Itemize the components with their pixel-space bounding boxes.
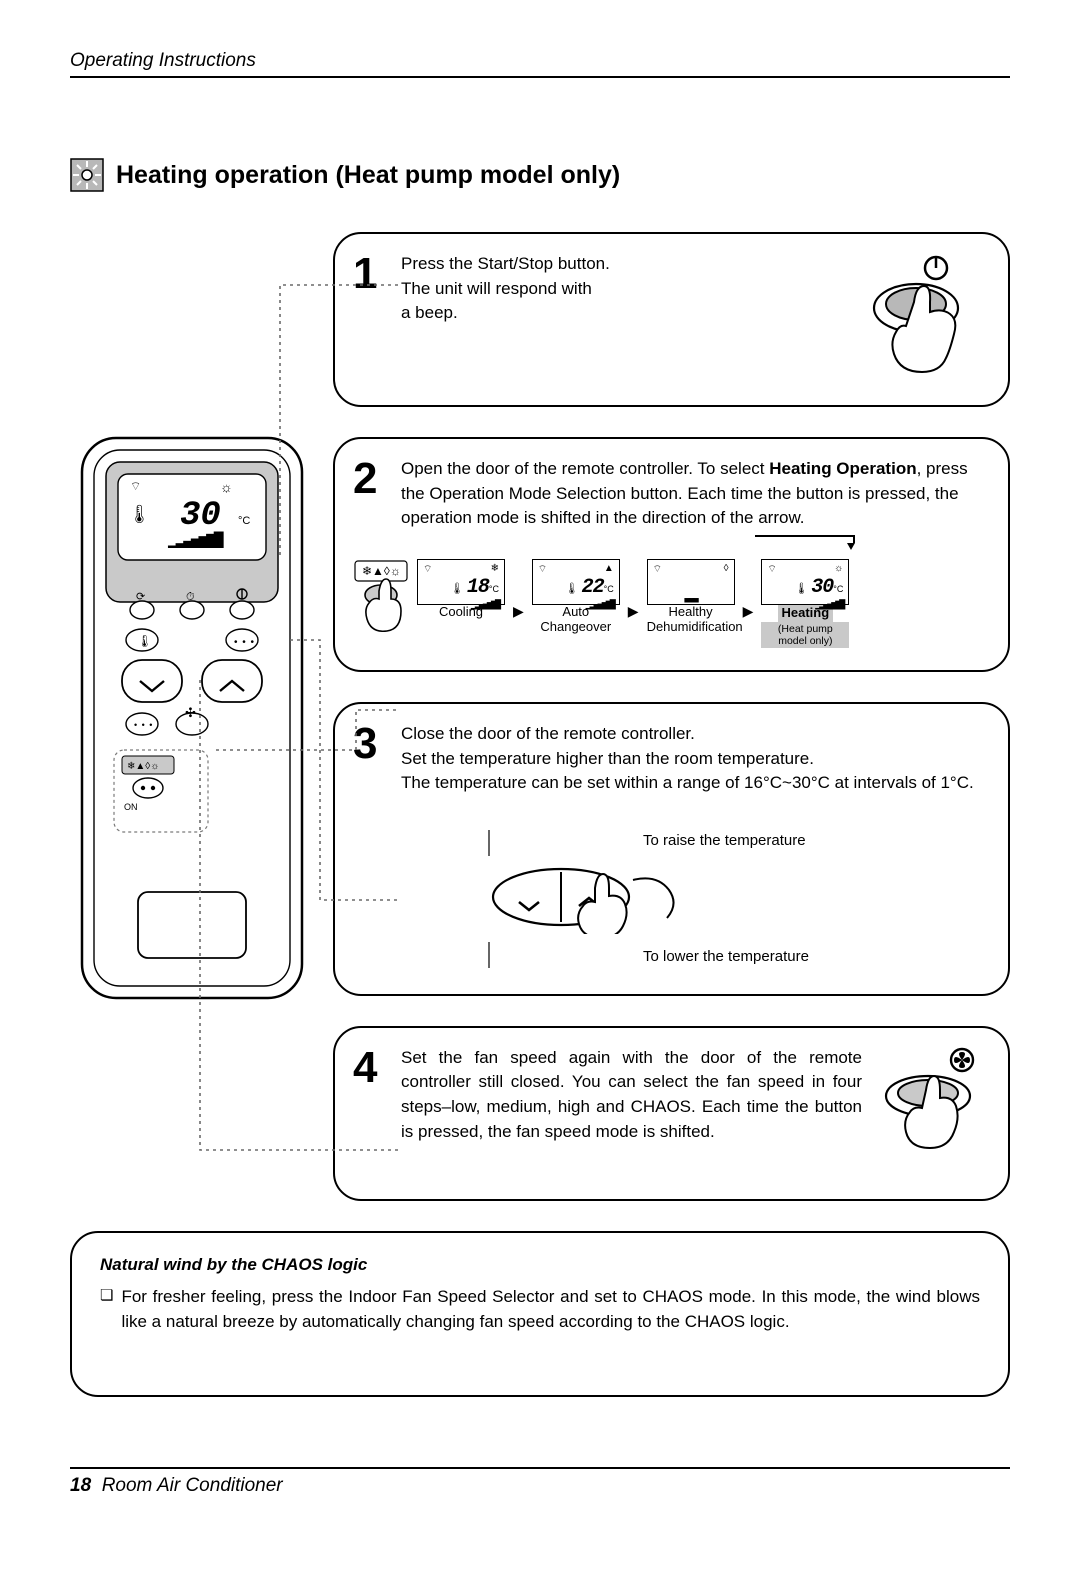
step-3-text: Close the door of the remote controller.… bbox=[401, 722, 974, 796]
step-2-number: 2 bbox=[353, 457, 387, 531]
mode-dehumid: ⌔◊ ▃▃▃ HealthyDehumidification bbox=[647, 559, 735, 635]
page-number: 18 bbox=[70, 1475, 91, 1496]
page-header: Operating Instructions bbox=[70, 50, 1010, 78]
page-footer: 18 Room Air Conditioner bbox=[70, 1467, 1010, 1497]
sun-icon bbox=[70, 158, 104, 192]
fan-button-illustration bbox=[876, 1046, 986, 1181]
svg-text:ON: ON bbox=[124, 802, 138, 812]
step-4: 4 Set the fan speed again with the door … bbox=[333, 1026, 1010, 1201]
svg-text:❄▲◊☼: ❄▲◊☼ bbox=[127, 761, 159, 772]
chaos-title: Natural wind by the CHAOS logic bbox=[100, 1253, 980, 1278]
svg-text:• • •: • • • bbox=[134, 720, 153, 730]
footer-title: Room Air Conditioner bbox=[102, 1475, 283, 1496]
power-button-illustration bbox=[856, 252, 986, 387]
svg-text:🌡: 🌡 bbox=[128, 504, 151, 524]
step-2: 2 Open the door of the remote controller… bbox=[333, 437, 1010, 672]
svg-text:☼: ☼ bbox=[220, 479, 233, 495]
mode-auto: ⌔▲ 🌡 22°C ▁▂▃▄▅▆▇ AutoChangeover bbox=[532, 559, 620, 635]
step-1: 1 Press the Start/Stop button. The unit … bbox=[333, 232, 1010, 407]
svg-text:• • •: • • • bbox=[234, 637, 255, 648]
svg-text:❄▲◊☼: ❄▲◊☼ bbox=[362, 564, 401, 578]
step-1-text: Press the Start/Stop button. The unit wi… bbox=[401, 252, 842, 326]
arrow-icon: ▶ bbox=[513, 591, 524, 620]
step-3-number: 3 bbox=[353, 722, 387, 796]
svg-text:▁▂▃▄▅▆▇: ▁▂▃▄▅▆▇ bbox=[167, 529, 224, 548]
temperature-control-illustration: To raise the temperature To lower the te bbox=[353, 822, 809, 976]
svg-text:⏱: ⏱ bbox=[186, 591, 195, 603]
mode-heating: ⌔☼ 🌡 30°C ▁▂▃▄▅▆▇ Heating (Heat pump mod… bbox=[761, 559, 849, 648]
arrow-icon: ▶ bbox=[628, 591, 639, 620]
section-title: Heating operation (Heat pump model only) bbox=[116, 161, 620, 190]
mode-button-illustration: ❄▲◊☼ bbox=[353, 559, 409, 652]
svg-text:⌔: ⌔ bbox=[130, 479, 141, 493]
step-3: 3 Close the door of the remote controlle… bbox=[333, 702, 1010, 996]
mode-sequence: ❄▲◊☼ ⌔❄ 🌡 18°C ▁▂▃▄▅▆▇ bbox=[353, 545, 849, 652]
step-1-number: 1 bbox=[353, 252, 387, 296]
step-4-number: 4 bbox=[353, 1046, 387, 1090]
chaos-text: For fresher feeling, press the Indoor Fa… bbox=[121, 1285, 980, 1334]
svg-text:⟳: ⟳ bbox=[136, 591, 145, 603]
chaos-note: Natural wind by the CHAOS logic ❏ For fr… bbox=[70, 1231, 1010, 1397]
arrow-icon: ▶ bbox=[743, 591, 754, 620]
step-4-text: Set the fan speed again with the door of… bbox=[401, 1046, 862, 1145]
svg-text:✣: ✣ bbox=[185, 705, 196, 720]
step-2-text: Open the door of the remote controller. … bbox=[401, 457, 986, 531]
remote-controller-illustration: ⌔ ☼ 🌡 30 °C ▁▂▃▄▅▆▇ ⟳ ⏱ 🌡 • • • bbox=[70, 232, 315, 1017]
mode-cooling: ⌔❄ 🌡 18°C ▁▂▃▄▅▆▇ Cooling bbox=[417, 559, 505, 620]
bullet-icon: ❏ bbox=[100, 1285, 113, 1334]
svg-text:°C: °C bbox=[238, 515, 250, 527]
section-title-row: Heating operation (Heat pump model only) bbox=[70, 158, 1010, 192]
svg-text:🌡: 🌡 bbox=[137, 634, 152, 648]
